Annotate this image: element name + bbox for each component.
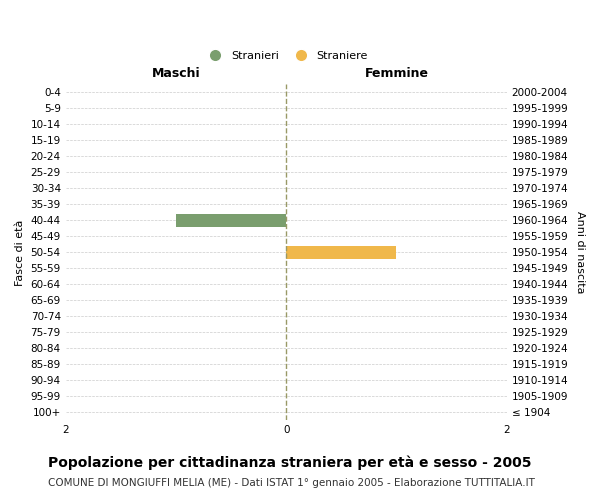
Text: Maschi: Maschi xyxy=(152,66,200,80)
Bar xyxy=(286,246,397,258)
Text: Femmine: Femmine xyxy=(364,66,428,80)
Y-axis label: Anni di nascita: Anni di nascita xyxy=(575,211,585,294)
Bar xyxy=(176,214,286,226)
Text: Popolazione per cittadinanza straniera per età e sesso - 2005: Popolazione per cittadinanza straniera p… xyxy=(48,455,532,469)
Legend: Stranieri, Straniere: Stranieri, Straniere xyxy=(200,46,373,66)
Y-axis label: Fasce di età: Fasce di età xyxy=(15,219,25,286)
Text: COMUNE DI MONGIUFFI MELIA (ME) - Dati ISTAT 1° gennaio 2005 - Elaborazione TUTTI: COMUNE DI MONGIUFFI MELIA (ME) - Dati IS… xyxy=(48,478,535,488)
